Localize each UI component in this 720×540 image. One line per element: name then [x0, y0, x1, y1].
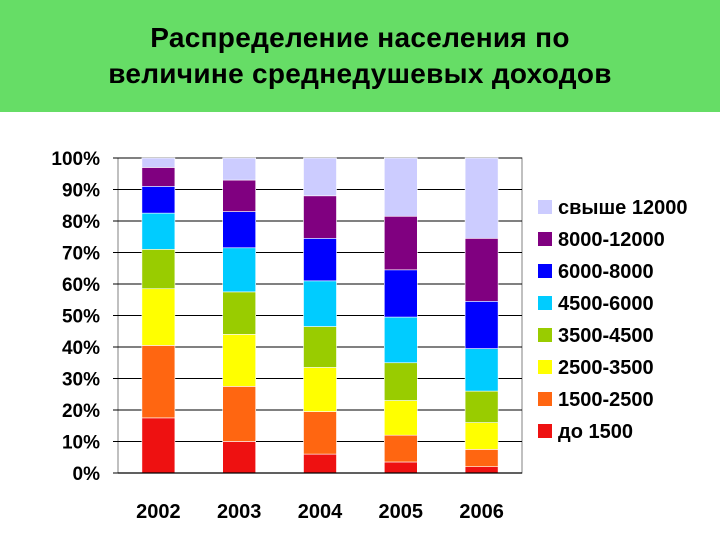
legend-swatch — [538, 424, 552, 438]
bar-segment — [464, 301, 499, 349]
bar-segment — [383, 400, 418, 436]
bar-segment — [383, 157, 418, 217]
legend-label: 4500-6000 — [558, 293, 654, 315]
legend-label: 3500-4500 — [558, 325, 654, 347]
bar-segment — [464, 348, 499, 392]
legend-label: 8000-12000 — [558, 229, 665, 251]
legend-swatch — [538, 360, 552, 374]
bar-segment — [464, 238, 499, 302]
x-tick-label: 2003 — [217, 501, 262, 523]
bar-segment — [303, 411, 337, 455]
bar-segment — [222, 179, 256, 212]
x-tick-label: 2002 — [136, 501, 181, 523]
bar-segment — [222, 157, 256, 181]
chart-title-line-2: величине среднедушевых доходов — [108, 58, 612, 89]
bar-segment — [383, 316, 418, 364]
bar-segment — [383, 215, 418, 271]
legend-swatch — [538, 264, 552, 278]
bar-segment — [464, 466, 499, 474]
legend-swatch — [538, 232, 552, 246]
x-tick-label: 2006 — [459, 501, 504, 523]
y-tick-label: 0% — [73, 464, 101, 485]
bar-segment — [141, 167, 176, 187]
legend-label: 2500-3500 — [558, 357, 654, 379]
y-tick-label: 80% — [62, 212, 100, 233]
bar-segment — [464, 157, 499, 239]
bar-segment — [222, 386, 256, 442]
legend-label: свыше 12000 — [558, 197, 687, 219]
bar-segment — [383, 434, 418, 463]
bar-segment — [383, 461, 418, 474]
bar-segment — [303, 326, 337, 368]
y-tick-label: 40% — [62, 338, 100, 359]
legend-swatch — [538, 392, 552, 406]
legend-swatch — [538, 200, 552, 214]
legend-label: 6000-8000 — [558, 261, 654, 283]
bar-segment — [303, 280, 337, 327]
x-tick-label: 2004 — [298, 501, 343, 523]
bar-segment — [141, 249, 176, 290]
bar-segment — [303, 157, 337, 197]
bar-segment — [303, 238, 337, 282]
bar-segment — [141, 288, 176, 346]
y-tick-label: 30% — [62, 370, 100, 391]
chart-title-line-1: Распределение населения по — [150, 22, 570, 53]
bar-segment — [141, 212, 176, 250]
bar-segment — [222, 441, 256, 474]
bar-segment — [141, 345, 176, 419]
bar-segment — [222, 291, 256, 335]
bar-segment — [464, 390, 499, 423]
bar-segment — [141, 417, 176, 474]
y-tick-label: 50% — [62, 307, 100, 328]
bar-segment — [383, 362, 418, 401]
bar-segment — [464, 422, 499, 450]
legend-swatch — [538, 328, 552, 342]
bar-segment — [222, 247, 256, 293]
bar-segment — [222, 211, 256, 249]
legend-label: 1500-2500 — [558, 389, 654, 411]
y-tick-label: 60% — [62, 275, 100, 296]
bar-segment — [141, 157, 176, 168]
x-tick-label: 2005 — [379, 501, 424, 523]
bar-segment — [464, 449, 499, 468]
y-tick-label: 100% — [51, 149, 100, 170]
y-tick-label: 90% — [62, 181, 100, 202]
y-tick-label: 10% — [62, 433, 100, 454]
bar-segment — [141, 186, 176, 214]
bar-segment — [303, 195, 337, 239]
title-banner: Распределение населения по величине сред… — [0, 0, 720, 112]
bar-segment — [303, 453, 337, 474]
y-tick-label: 20% — [62, 401, 100, 422]
bar-segment — [222, 334, 256, 387]
y-tick-label: 70% — [62, 244, 100, 265]
legend-swatch — [538, 296, 552, 310]
legend-label: до 1500 — [558, 421, 633, 443]
bar-segment — [383, 269, 418, 318]
bar-segment — [303, 367, 337, 412]
